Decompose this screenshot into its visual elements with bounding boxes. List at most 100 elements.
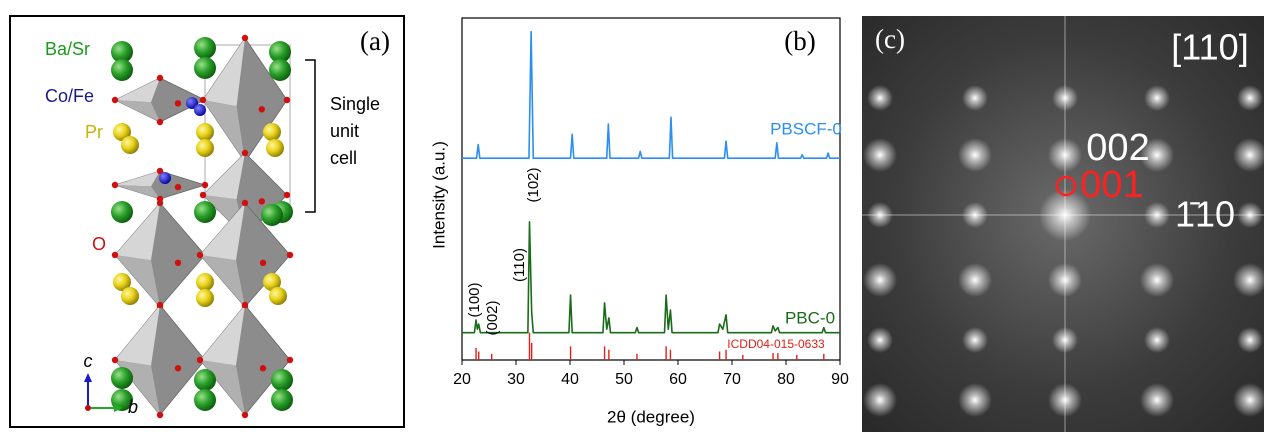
- diffraction-spot: [863, 138, 897, 172]
- ba-sr-atom: [111, 367, 133, 389]
- diffraction-spot: [962, 85, 988, 111]
- series-label: PBSCF-0: [770, 119, 842, 138]
- oxygen: [174, 100, 182, 107]
- oxygen: [241, 411, 249, 419]
- oxygen: [111, 181, 119, 189]
- atom-label: O: [92, 234, 106, 254]
- xrd-pattern: [462, 30, 840, 160]
- ba-sr-atom: [194, 201, 216, 223]
- diffraction-spot: [1144, 85, 1170, 111]
- diffraction-spot: [1052, 327, 1078, 353]
- diffraction-spot: [1237, 85, 1263, 111]
- diffraction-spot: [867, 327, 893, 353]
- c-arrowhead: [84, 373, 92, 382]
- diffraction-spot: [1140, 138, 1174, 172]
- oxygen: [174, 259, 182, 266]
- peak-label: (100): [466, 282, 483, 317]
- oxygen: [111, 356, 119, 364]
- ba-sr-atom: [261, 204, 283, 226]
- oxygen: [196, 356, 204, 364]
- panel-label: (b): [784, 26, 815, 56]
- ba-sr-atom: [194, 369, 216, 391]
- x-tick-label: 80: [777, 371, 795, 388]
- spot-label: 002: [1086, 127, 1149, 169]
- atom-label: Ba/Sr: [45, 39, 90, 59]
- diffraction-spot: [958, 263, 992, 297]
- diffraction-spot: [1237, 202, 1263, 228]
- plot-frame: [461, 17, 841, 361]
- pr-atom: [196, 123, 214, 141]
- octahedron-face: [200, 255, 245, 307]
- diffraction-spot: [1233, 138, 1264, 172]
- diffraction-spot: [1052, 85, 1078, 111]
- oxygen: [241, 301, 249, 309]
- octahedron-face: [203, 100, 245, 162]
- ba-sr-atom: [194, 389, 216, 411]
- octahedron-face: [115, 185, 160, 199]
- octahedron-face: [115, 203, 160, 261]
- bracket-label: unit: [330, 121, 359, 141]
- x-tick-label: 90: [831, 371, 849, 388]
- bracket-label: cell: [330, 148, 357, 168]
- panel-a: (a) Ba/Sr Co/Fe Pr O Single unit cell c b: [9, 15, 405, 428]
- octahedron-face: [115, 100, 160, 122]
- x-tick-label: 40: [561, 371, 579, 388]
- diffraction-spot: [1048, 383, 1082, 417]
- co-fe-atom: [194, 104, 206, 116]
- ba-sr-atom: [111, 59, 133, 81]
- pr-atom: [113, 123, 131, 141]
- zone-axis: [110]: [1171, 27, 1248, 68]
- origin: [85, 405, 91, 411]
- series-label: PBC-0: [785, 308, 835, 327]
- diffraction-spot: [867, 202, 893, 228]
- oxygen: [156, 118, 164, 126]
- diffraction-spot: [1140, 263, 1174, 297]
- x-tick-label: 60: [669, 371, 687, 388]
- pr-atom: [263, 123, 281, 141]
- oxygen: [286, 251, 294, 259]
- oxygen: [286, 356, 294, 364]
- diffraction-spot: [867, 85, 893, 111]
- oxygen: [111, 96, 119, 104]
- ba-sr-atom: [194, 37, 216, 59]
- x-tick-label: 50: [615, 371, 633, 388]
- oxygen: [156, 167, 164, 175]
- diffraction-spot: [958, 383, 992, 417]
- octahedron-face: [115, 78, 160, 103]
- peak-label: (002): [484, 300, 501, 335]
- pr-atom: [269, 287, 287, 305]
- pr-atom: [121, 287, 139, 305]
- atom-label: Pr: [85, 122, 103, 142]
- oxygen: [174, 183, 182, 191]
- diffraction-spot: [863, 383, 897, 417]
- oxygen: [174, 365, 182, 372]
- y-axis-title: Intensity (a.u.): [429, 141, 448, 249]
- oxygen: [258, 106, 265, 113]
- peak-label: (110): [511, 248, 528, 282]
- diffraction-spot: [863, 263, 897, 297]
- ba-sr-atom: [271, 369, 293, 391]
- diffraction-spot: [1237, 327, 1263, 353]
- ba-sr-atom: [271, 389, 293, 411]
- oxygen: [156, 411, 164, 419]
- oxygen: [241, 199, 249, 207]
- x-tick-label: 20: [453, 371, 471, 388]
- x-tick-label: 30: [507, 371, 525, 388]
- axis-label: c: [84, 351, 93, 371]
- co-fe-atom: [186, 97, 198, 109]
- panel-label: (a): [360, 26, 390, 56]
- ba-sr-atom: [111, 201, 133, 223]
- diffraction-spot: [1144, 202, 1170, 228]
- oxygen: [283, 96, 291, 104]
- co-fe-atom: [159, 172, 171, 184]
- ba-sr-atom: [269, 59, 291, 81]
- oxygen: [259, 259, 267, 266]
- diffraction-spot: [1144, 327, 1170, 353]
- oxygen: [258, 198, 265, 205]
- diffraction-spot: [958, 138, 992, 172]
- oxygen: [199, 96, 207, 104]
- bracket-label: Single: [330, 94, 380, 114]
- diffraction-spot: [1048, 138, 1082, 172]
